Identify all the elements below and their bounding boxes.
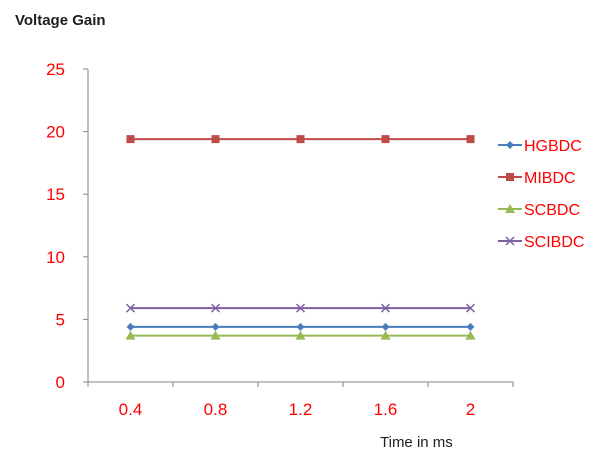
legend-item-mibdc: MIBDC — [498, 170, 576, 187]
y-tick-label: 10 — [46, 248, 65, 267]
y-tick-label: 0 — [56, 373, 65, 392]
x-tick-label: 0.4 — [119, 400, 143, 419]
data-point-mibdc — [127, 135, 135, 143]
data-point-hgbdc — [382, 323, 390, 331]
data-point-mibdc — [212, 135, 220, 143]
series-scbdc — [126, 331, 476, 340]
legend-item-hgbdc: HGBDC — [498, 138, 582, 155]
x-tick-label: 1.2 — [289, 400, 313, 419]
legend-item-scbdc: SCBDC — [498, 202, 580, 219]
legend-item-scibdc: SCIBDC — [498, 234, 584, 251]
y-tick-label: 5 — [56, 310, 65, 329]
x-tick-label: 2 — [466, 400, 475, 419]
y-tick-label: 15 — [46, 185, 65, 204]
series-scibdc — [127, 304, 475, 312]
axes: 0 5 10 15 20 25 0.4 0.8 1.2 1.6 2 — [46, 60, 513, 419]
x-axis-title: Time in ms — [380, 434, 453, 451]
legend-label: HGBDC — [524, 138, 582, 155]
y-axis-title: Voltage Gain — [15, 12, 106, 29]
legend-marker — [506, 173, 514, 181]
legend-marker — [506, 141, 514, 149]
data-point-mibdc — [467, 135, 475, 143]
legend-label: MIBDC — [524, 170, 576, 187]
data-point-mibdc — [297, 135, 305, 143]
series-hgbdc — [127, 323, 475, 331]
data-point-hgbdc — [127, 323, 135, 331]
data-point-hgbdc — [212, 323, 220, 331]
legend-label: SCIBDC — [524, 234, 584, 251]
data-point-hgbdc — [297, 323, 305, 331]
plot-area — [126, 135, 476, 340]
x-tick-label: 1.6 — [374, 400, 398, 419]
legend: HGBDC MIBDC SCBDC SCIBDC — [498, 138, 584, 251]
y-tick-label: 20 — [46, 123, 65, 142]
legend-label: SCBDC — [524, 202, 580, 219]
x-tick-label: 0.8 — [204, 400, 228, 419]
y-tick-label: 25 — [46, 60, 65, 79]
series-mibdc — [127, 135, 475, 143]
data-point-mibdc — [382, 135, 390, 143]
data-point-hgbdc — [467, 323, 475, 331]
